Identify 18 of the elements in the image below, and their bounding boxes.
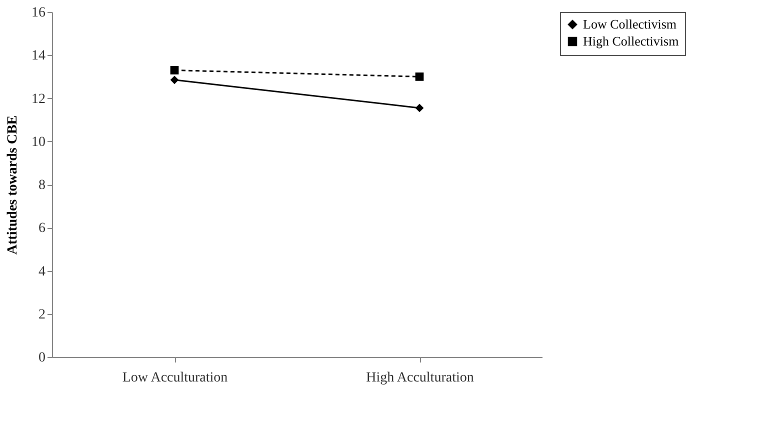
y-tick-label: 4 (38, 264, 46, 280)
y-tick-label: 8 (38, 178, 46, 193)
y-tick-label: 14 (32, 48, 46, 64)
legend-label: High Collectivism (583, 34, 679, 48)
y-tick-label: 6 (38, 221, 46, 236)
point (170, 76, 179, 84)
y-axis-title: Attitudes towards CBE (6, 115, 20, 255)
y-tick-label: 16 (32, 6, 46, 20)
x-tick-label: High Acculturation (366, 370, 474, 386)
y-tick-label: 12 (32, 92, 46, 107)
y-tick-label: 10 (32, 134, 46, 150)
point (415, 104, 424, 112)
y-tick-label: 2 (38, 307, 46, 322)
point (415, 72, 424, 81)
y-tick-label: 0 (38, 350, 46, 366)
legend-label: Low Collectivism (583, 16, 677, 32)
point (170, 66, 179, 74)
x-tick-label: Low Acculturation (122, 370, 228, 386)
